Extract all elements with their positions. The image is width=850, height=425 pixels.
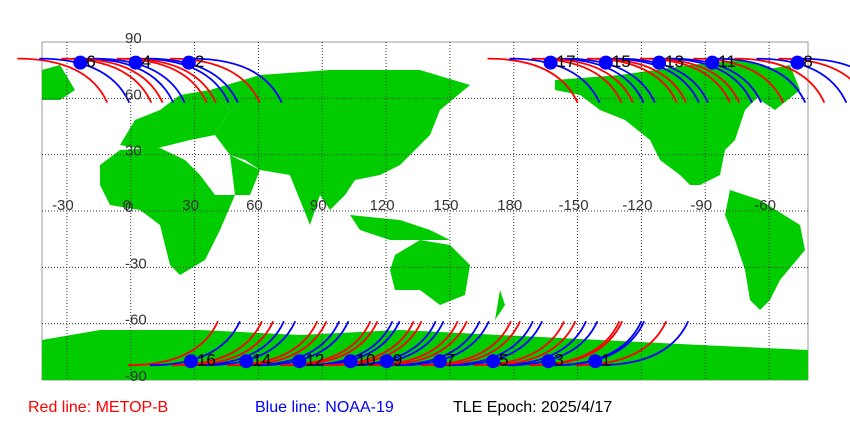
track-arc: [94, 57, 186, 104]
track-arc: [800, 57, 850, 68]
lon-label: 150: [433, 197, 458, 214]
track-arc: [147, 57, 239, 104]
track-arc: [323, 320, 415, 367]
pass-marker: [543, 55, 558, 70]
pass-label: 1: [601, 351, 610, 370]
track-arc: [554, 320, 646, 367]
pass-marker: [239, 354, 254, 369]
lon-label: -90: [690, 197, 712, 214]
pass-label: 4: [142, 52, 151, 71]
lon-label: -30: [52, 197, 74, 214]
track-arc: [398, 320, 490, 367]
track-arc: [509, 57, 601, 104]
legend: Red line: METOP-B Blue line: NOAA-19: [28, 399, 394, 416]
legend-entry: Blue line: NOAA-19: [255, 399, 394, 416]
track-arc: [598, 320, 690, 367]
lon-label: 30: [182, 197, 199, 214]
lon-label: -150: [559, 197, 589, 214]
lon-label: 180: [497, 197, 522, 214]
lon-label: -120: [622, 197, 652, 214]
lat-label: -60: [125, 312, 147, 329]
tle-epoch: TLE Epoch: 2025/4/17: [453, 399, 612, 416]
pass-label: 10: [357, 351, 376, 370]
pass-label: 16: [197, 351, 216, 370]
pass-marker: [181, 55, 196, 70]
pass-label: 2: [195, 52, 204, 71]
lon-label: 60: [246, 197, 263, 214]
pass-marker: [292, 354, 307, 369]
graticule-labels: -30 0 30 60 90 120 150 180 -150 -120 -90 -609060300…: [52, 30, 776, 385]
pass-marker: [588, 354, 603, 369]
pass-markers: 6 4 2 17 15 13 11 8 16 14 12 10 9 7 5 3 1: [73, 52, 813, 370]
pass-marker: [183, 354, 198, 369]
graticule: [42, 42, 808, 380]
pass-label: 6: [86, 52, 95, 71]
pass-marker: [541, 354, 556, 369]
pass-marker: [705, 55, 720, 70]
track-arc: [345, 320, 437, 367]
track-arc: [618, 57, 709, 104]
track-arc: [671, 57, 763, 104]
lat-label: 60: [125, 86, 142, 103]
lon-label: -60: [754, 197, 776, 214]
track-arc: [39, 57, 131, 104]
pass-marker: [73, 55, 88, 70]
track-arc: [564, 57, 656, 104]
pass-label: 3: [554, 351, 563, 370]
lat-label: -30: [125, 255, 147, 272]
track-arc: [487, 57, 579, 104]
pass-label: 8: [803, 52, 812, 71]
track-arc: [17, 57, 109, 104]
pass-label: 11: [718, 52, 736, 71]
track-arc: [149, 320, 241, 367]
lat-label: -90: [125, 368, 147, 385]
lat-label: 90: [125, 30, 142, 47]
pass-marker: [343, 354, 358, 369]
pass-marker: [486, 354, 501, 369]
track-arc: [734, 57, 826, 104]
pass-label: 15: [612, 52, 631, 71]
track-arc: [183, 320, 275, 367]
lon-label: 90: [310, 197, 327, 214]
lat-label: 0: [125, 199, 133, 216]
track-arc: [191, 57, 283, 104]
pass-marker: [790, 55, 805, 70]
pass-marker: [652, 55, 667, 70]
track-arc: [542, 57, 634, 104]
pass-label: 9: [393, 351, 402, 370]
pass-label: 13: [665, 52, 684, 71]
track-arc: [258, 320, 350, 367]
track-arc: [485, 320, 577, 367]
track-arc: [452, 320, 543, 367]
track-arc: [507, 320, 599, 367]
pass-marker: [432, 354, 447, 369]
pass-label: 14: [252, 351, 271, 370]
track-arc: [756, 57, 848, 104]
pass-label: 5: [499, 351, 508, 370]
pass-marker: [379, 354, 394, 369]
lon-label: 0: [123, 197, 131, 214]
pass-marker: [128, 55, 143, 70]
track-arc: [72, 57, 164, 104]
pass-label: 17: [557, 52, 576, 71]
pass-label: 7: [446, 351, 455, 370]
track-arc: [715, 57, 807, 104]
pass-marker: [598, 55, 613, 70]
track-arc: [127, 320, 219, 367]
legend-entry: Red line: METOP-B: [28, 399, 168, 416]
lon-label: 120: [370, 197, 395, 214]
track-arc: [205, 320, 297, 367]
pass-label: 12: [305, 351, 324, 370]
lat-label: 30: [125, 143, 142, 160]
